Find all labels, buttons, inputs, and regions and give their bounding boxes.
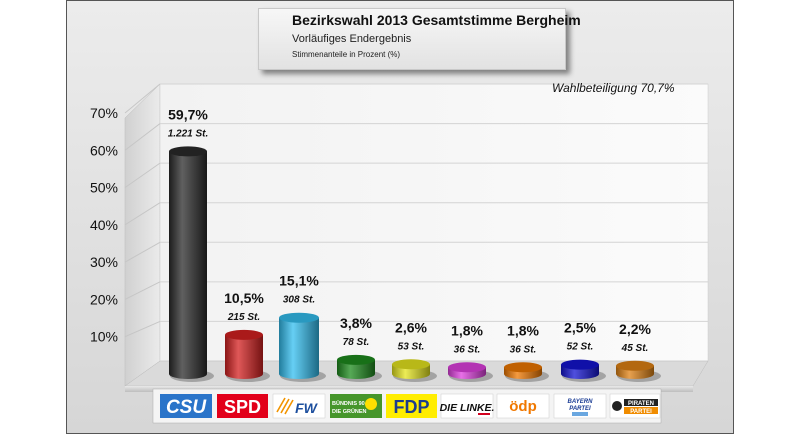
bar-8 — [561, 359, 606, 382]
plot-back-wall — [159, 83, 709, 362]
bar-value-label: 2,6% — [395, 319, 427, 335]
fw-logo-icon: FW — [272, 393, 326, 419]
bar-value-label: 1,8% — [507, 322, 539, 338]
svg-text:BAYERN: BAYERN — [568, 399, 594, 405]
bar-votes-label: 36 St. — [510, 344, 537, 355]
bar-votes-label: 215 St. — [227, 312, 260, 323]
bar-1 — [169, 146, 214, 382]
linke-logo-icon: DIE LINKE. — [440, 393, 495, 419]
csu-logo-icon: CSU — [160, 394, 212, 418]
spd-logo-icon: SPD — [217, 394, 268, 418]
svg-text:DIE GRÜNEN: DIE GRÜNEN — [332, 408, 367, 415]
grid-line-side — [124, 123, 161, 151]
fdp-logo-icon: FDP — [386, 394, 437, 418]
grid-layer — [124, 83, 708, 338]
bar-2 — [225, 329, 270, 382]
piraten-logo-icon: PIRATEN PARTEI — [609, 393, 661, 419]
bar-votes-label: 53 St. — [398, 341, 425, 352]
bar-value-label: 59,7% — [168, 106, 208, 122]
svg-text:SPD: SPD — [224, 397, 261, 417]
y-tick-label: 60% — [90, 142, 118, 158]
svg-text:CSU: CSU — [166, 397, 207, 418]
svg-text:FW: FW — [295, 400, 319, 416]
bar-3 — [279, 312, 326, 382]
bar-value-label: 2,2% — [619, 321, 651, 337]
y-tick-label: 70% — [90, 105, 118, 121]
y-tick-label: 30% — [90, 254, 118, 270]
bar-value-label: 2,5% — [564, 320, 596, 336]
grid-line-side — [124, 162, 161, 188]
bar-value-label: 15,1% — [279, 273, 319, 289]
grid-line-side — [124, 281, 161, 300]
grid-line-side — [124, 202, 161, 226]
bar-value-label: 1,8% — [451, 322, 483, 338]
svg-text:ödp: ödp — [509, 398, 537, 415]
chart-subtitle: Vorläufiges Endergebnis — [292, 33, 412, 45]
bar-votes-label: 78 St. — [343, 337, 370, 348]
svg-text:DIE LINKE.: DIE LINKE. — [440, 402, 495, 414]
gruene-logo-icon: BÜNDNIS 90 DIE GRÜNEN — [330, 394, 382, 418]
bar-votes-label: 45 St. — [621, 343, 649, 354]
oedp-logo-icon: ödp — [496, 393, 550, 419]
grid-line-side — [124, 241, 161, 263]
y-tick-label: 20% — [90, 291, 118, 307]
bar-9 — [616, 360, 661, 382]
y-axis-ticks: 10% 20% 30% 40% 50% 60% 70% — [90, 105, 118, 345]
bar-4 — [337, 354, 382, 382]
plot-side-wall — [124, 83, 161, 387]
grid-line-side — [124, 83, 161, 114]
bar-6 — [448, 362, 493, 382]
y-tick-label: 40% — [90, 217, 118, 233]
chart-note: Stimmenanteile in Prozent (%) — [292, 50, 401, 59]
title-box — [258, 8, 566, 70]
bar-votes-label: 1.221 St. — [168, 128, 209, 139]
svg-text:BÜNDNIS 90: BÜNDNIS 90 — [332, 400, 365, 407]
bar-value-label: 3,8% — [340, 315, 372, 331]
svg-text:FDP: FDP — [394, 397, 430, 417]
svg-text:PARTEI: PARTEI — [569, 406, 591, 412]
bar-layer: 59,7% 1.221 St. 10,5% 215 St. 15,1% 308 St. 3,… — [168, 106, 661, 382]
y-tick-label: 10% — [90, 329, 118, 345]
bar-votes-label: 308 St. — [283, 295, 315, 306]
svg-text:PARTEI: PARTEI — [630, 409, 652, 415]
bar-value-label: 10,5% — [224, 290, 264, 306]
turnout-annotation: Wahlbeteiligung 70,7% — [552, 81, 675, 95]
bar-votes-label: 52 St. — [567, 342, 594, 353]
bar-7 — [504, 362, 549, 382]
grid-line-side — [124, 320, 161, 338]
y-tick-label: 50% — [90, 180, 118, 196]
bar-votes-label: 36 St. — [454, 344, 481, 355]
bayernpartei-logo-icon: BAYERN PARTEI — [553, 393, 607, 419]
bar-5 — [392, 359, 437, 382]
chart-title: Bezirkswahl 2013 Gesamtstimme Bergheim — [292, 12, 581, 28]
svg-text:PIRATEN: PIRATEN — [628, 401, 654, 407]
